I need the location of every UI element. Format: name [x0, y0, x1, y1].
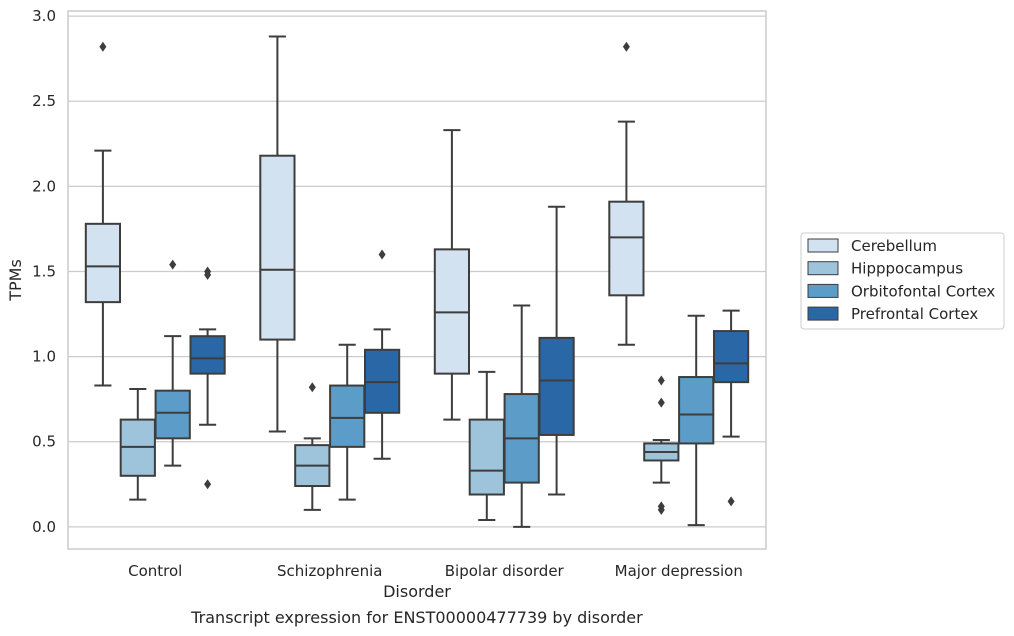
box-group [503, 304, 540, 528]
box-group [329, 343, 366, 501]
legend-frame [800, 232, 1005, 330]
box [154, 389, 191, 440]
legend-swatch [807, 283, 839, 298]
legend-label: Cerebellum [851, 237, 937, 255]
outlier-point [308, 382, 316, 393]
box-group [643, 375, 680, 515]
y-tick-label: 0.0 [32, 518, 56, 536]
x-tick-label: Schizophrenia [277, 562, 382, 580]
legend-swatch [807, 261, 839, 276]
figure-caption: Transcript expression for ENST0000047773… [190, 608, 643, 627]
box [468, 418, 505, 496]
box [84, 222, 122, 304]
legend-label: Hipppocampus [851, 260, 963, 278]
y-axis-title: TPMs [6, 259, 25, 302]
legend-label: Orbitofontal Cortex [851, 282, 995, 300]
box [538, 336, 575, 436]
box-group [259, 35, 296, 433]
box-group [189, 266, 226, 490]
box-group [363, 249, 401, 460]
box-group [433, 129, 471, 421]
outlier-point [657, 504, 665, 515]
legend-swatch [807, 238, 839, 253]
gridlines [68, 15, 766, 528]
box-group [294, 382, 331, 511]
outlier-point [727, 496, 735, 507]
x-tick-labels: Control Schizophrenia Bipolar disorder Majo… [128, 562, 743, 580]
box-group [154, 259, 191, 467]
box-group [712, 309, 750, 507]
box [608, 200, 645, 297]
box [329, 384, 366, 448]
outlier-point [657, 397, 665, 408]
y-tick-label: 1.0 [32, 348, 56, 366]
y-tick-labels: 0.0 0.5 1.0 1.5 2.0 2.5 3.0 [32, 7, 56, 536]
box-group [119, 387, 156, 501]
y-tick-label: 0.5 [32, 433, 56, 451]
legend: Cerebellum Hipppocampus Orbitofontal Corte… [800, 232, 1005, 330]
y-tick-label: 2.5 [32, 92, 56, 110]
x-axis-title: Disorder [383, 582, 451, 601]
y-tick-label: 3.0 [32, 7, 56, 25]
outlier-point [99, 41, 107, 52]
box [712, 330, 750, 384]
outlier-point [204, 479, 212, 490]
boxes-layer [84, 35, 750, 528]
x-tick-label: Major depression [615, 562, 743, 580]
x-tick-label: Bipolar disorder [445, 562, 565, 580]
outlier-point [204, 269, 212, 280]
box [259, 154, 296, 341]
box [678, 376, 715, 445]
box-group [538, 205, 575, 496]
x-tick-label: Control [128, 562, 182, 580]
outlier-point [622, 41, 630, 52]
y-tick-label: 2.0 [32, 177, 56, 195]
outlier-point [657, 375, 665, 386]
box-group [678, 314, 715, 527]
legend-swatch [807, 306, 839, 321]
legend-label: Prefrontal Cortex [851, 305, 978, 323]
outlier-point [169, 259, 177, 270]
outlier-point [378, 249, 386, 260]
plot-frame [67, 10, 767, 550]
y-tick-label: 1.5 [32, 262, 56, 280]
box [189, 335, 226, 375]
box-group [608, 41, 645, 346]
box-group [84, 41, 122, 387]
